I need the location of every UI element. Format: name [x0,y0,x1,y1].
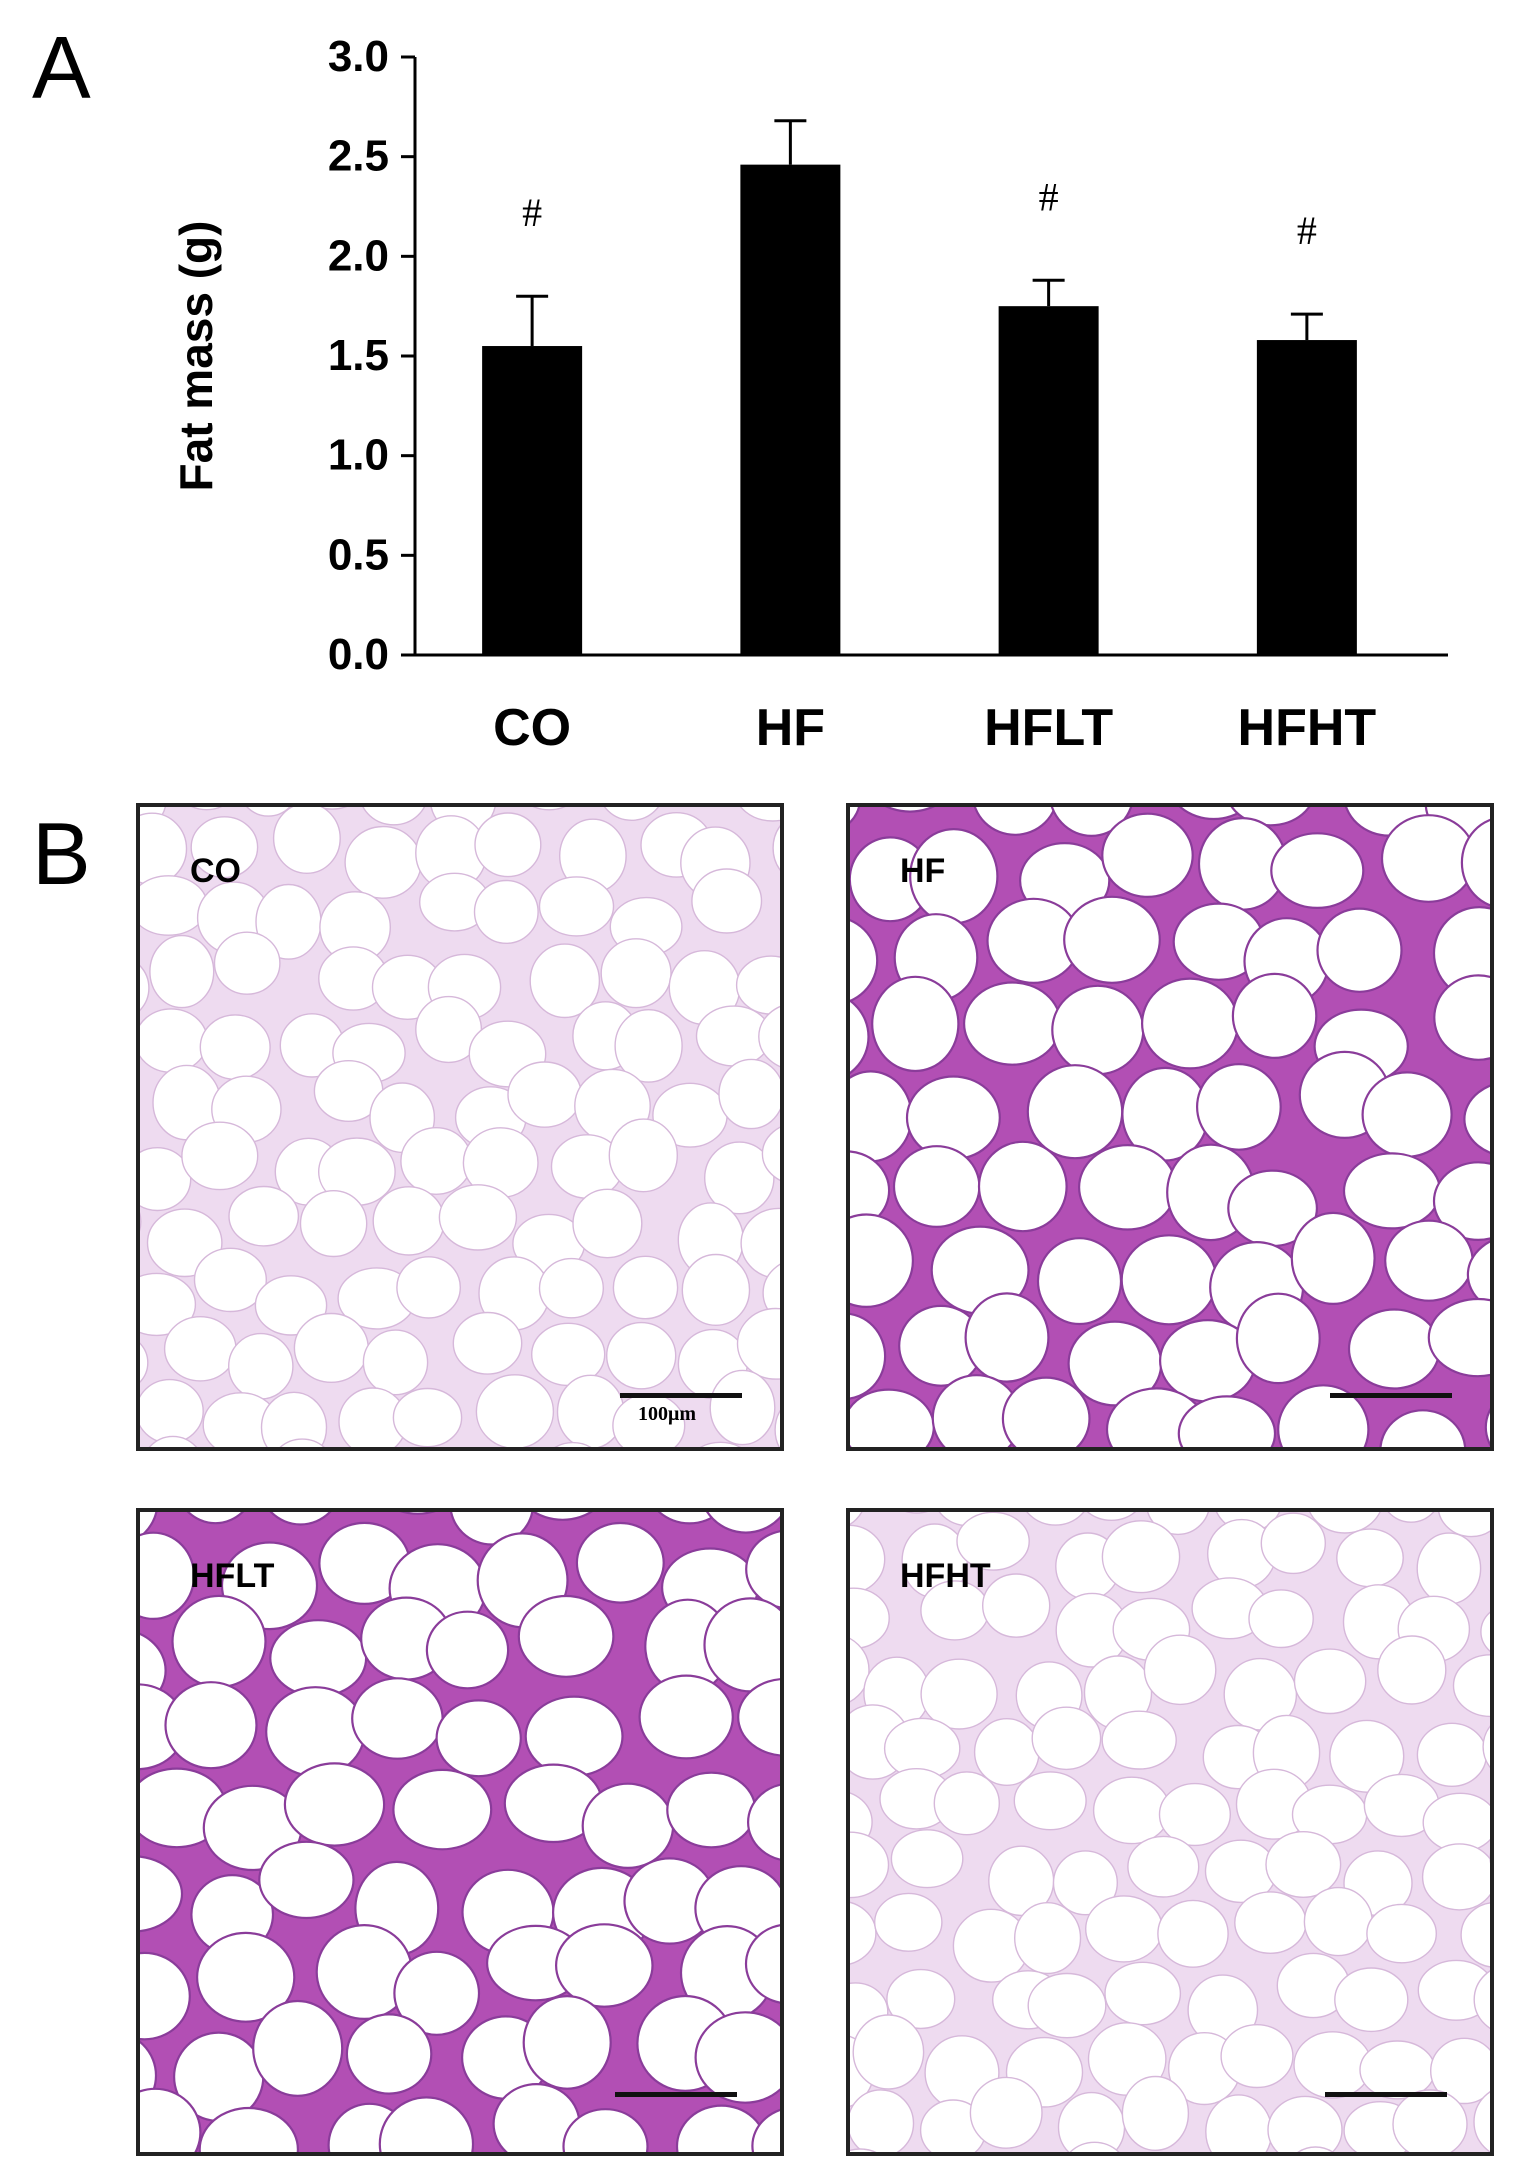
x-tick-label: CO [493,699,571,757]
scale-bar-label: 100μm [638,1403,696,1425]
adipose-tissue-image [850,807,1490,1447]
bar [482,346,583,655]
x-tick-label: HF [756,699,825,757]
scale-bar [1325,2092,1447,2097]
micrograph-label: CO [190,852,241,890]
panel-b-letter: B [32,804,91,903]
significance-marker: # [1297,208,1317,253]
micrograph-label: HFHT [900,1557,991,1595]
scale-bar [1330,1393,1452,1398]
bar [998,306,1099,655]
micrograph-label: HFLT [190,1557,275,1595]
panel-a-letter: A [32,18,91,117]
micrograph-label: HF [900,852,946,890]
micrograph-hf: HF [846,803,1494,1451]
x-tick-label: HFHT [1238,699,1377,757]
adipose-tissue-image [850,1512,1490,2152]
y-tick-label: 1.0 [328,431,389,480]
scale-bar [615,2092,737,2097]
micrograph-hflt: HFLT [136,1508,784,2156]
bar [1256,340,1357,655]
bar [740,164,841,655]
fat-mass-bar-chart: 0.0 0.5 1.0 1.5 2.0 2.5 3.0 Fat mass (g) # CO HF # H… [170,32,1448,757]
y-tick-label: 3.0 [328,32,389,81]
y-tick-label: 0.5 [328,530,389,579]
scale-bar [620,1393,742,1398]
significance-marker: # [522,190,542,235]
adipose-tissue-image [140,807,780,1447]
micrograph-hfht: HFHT [846,1508,1494,2156]
y-tick-label: 2.0 [328,231,389,280]
y-tick-label: 0.0 [328,630,389,679]
significance-marker: # [1039,174,1059,219]
y-axis-label: Fat mass (g) [170,221,222,492]
x-tick-label: HFLT [984,699,1113,757]
adipose-tissue-image [140,1512,780,2152]
y-tick-label: 2.5 [328,132,389,181]
micrograph-co: CO 100μm [136,803,784,1451]
y-tick-label: 1.5 [328,331,389,380]
